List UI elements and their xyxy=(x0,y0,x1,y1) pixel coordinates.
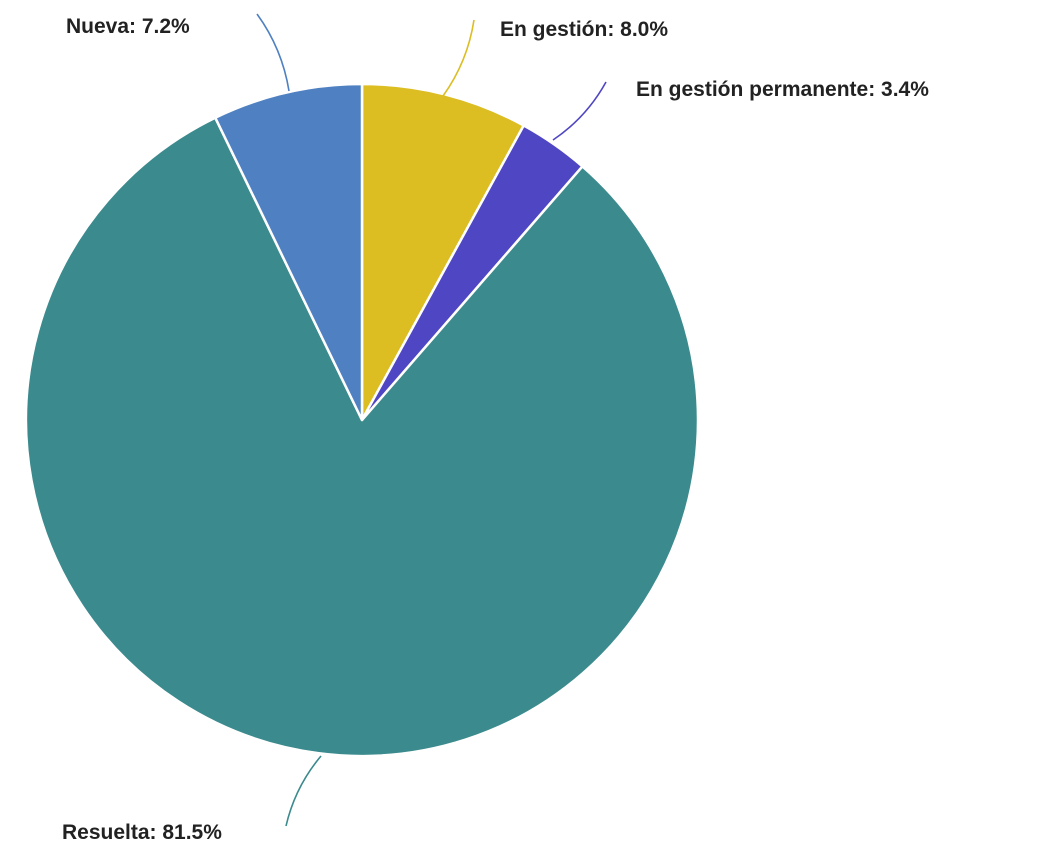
slice-label-en-gestion: En gestión: 8.0% xyxy=(500,18,668,41)
leader-line-resuelta xyxy=(285,755,322,827)
slice-label-nueva: Nueva: 7.2% xyxy=(66,15,190,38)
leader-line-en-gestion-permanente xyxy=(552,81,607,141)
slice-label-en-gestion-permanente: En gestión permanente: 3.4% xyxy=(636,78,929,101)
pie-slice-nueva xyxy=(214,82,364,422)
slice-labels: En gestión: 8.0% En gestión permanente: 3… xyxy=(62,15,929,844)
leader-lines xyxy=(256,13,607,827)
pie-slices xyxy=(24,82,700,758)
leader-line-nueva xyxy=(256,13,290,92)
leader-line-en-gestion xyxy=(442,19,475,97)
pie-slice-en-gestion xyxy=(360,82,525,422)
slice-label-resuelta: Resuelta: 81.5% xyxy=(62,821,222,844)
pie-slice-resuelta xyxy=(24,116,700,758)
